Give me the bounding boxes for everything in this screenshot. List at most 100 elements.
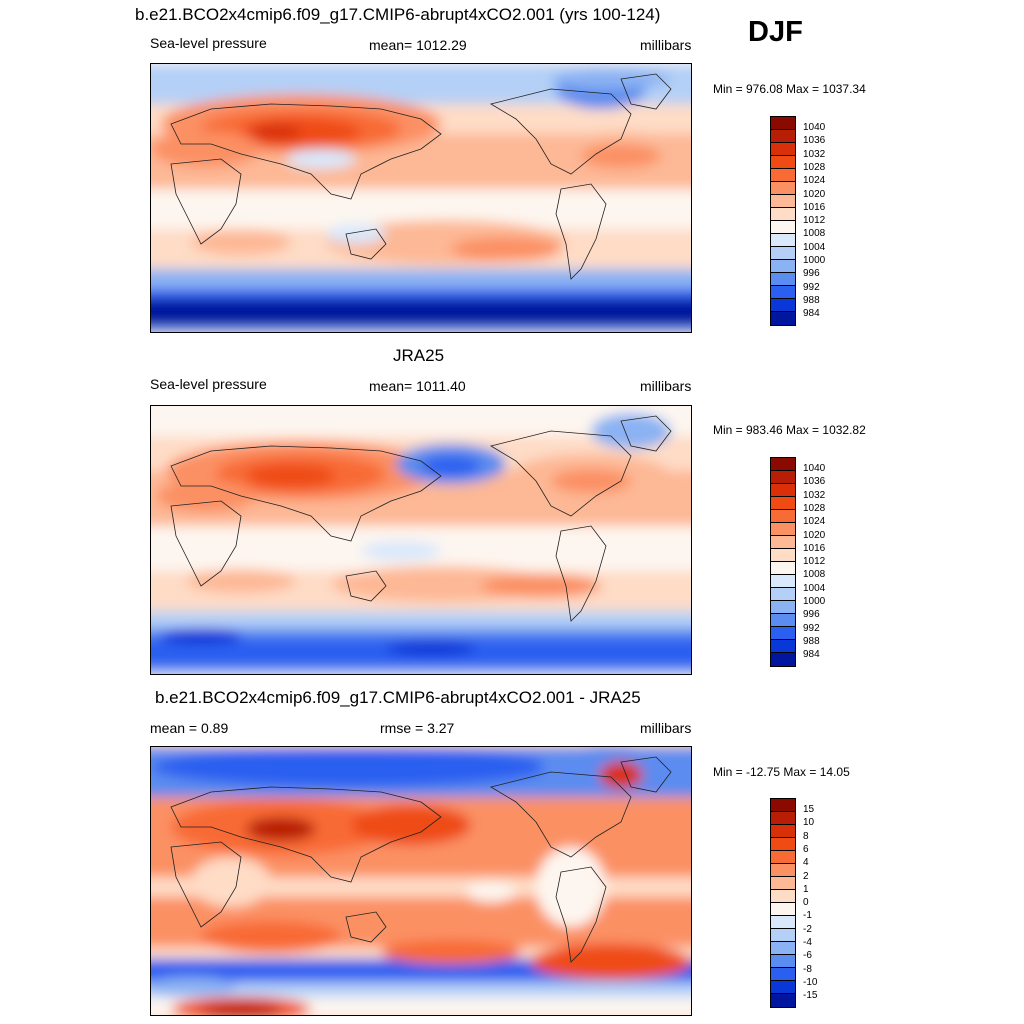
panel-1-minmax: Min = 976.08 Max = 1037.34 xyxy=(713,82,866,96)
panel-2-minmax: Min = 983.46 Max = 1032.82 xyxy=(713,423,866,437)
colorbar-swatch xyxy=(771,117,795,130)
colorbar-swatch xyxy=(771,260,795,273)
colorbar-swatch xyxy=(771,955,795,968)
colorbar-swatch xyxy=(771,182,795,195)
colorbar-label: -10 xyxy=(803,976,818,988)
panel-2-colorbar xyxy=(770,457,796,667)
colorbar-label: 1004 xyxy=(803,241,826,253)
panel-3-rmse-label: rmse = 3.27 xyxy=(380,720,455,736)
colorbar-label: 988 xyxy=(803,635,820,647)
colorbar-swatch xyxy=(771,601,795,614)
panel-1-colorbar xyxy=(770,116,796,326)
colorbar-label: 2 xyxy=(803,870,809,882)
panel-3-mean-label: mean = 0.89 xyxy=(150,720,229,736)
colorbar-label: -8 xyxy=(803,963,812,975)
colorbar-label: -1 xyxy=(803,910,812,922)
colorbar-label: 1000 xyxy=(803,596,826,607)
colorbar-label: -6 xyxy=(803,950,812,962)
colorbar-swatch xyxy=(771,929,795,942)
colorbar-label: 996 xyxy=(803,609,820,621)
colorbar-swatch xyxy=(771,458,795,471)
colorbar-label: 1036 xyxy=(803,135,826,147)
colorbar-label: 1032 xyxy=(803,148,826,160)
colorbar-label: 0 xyxy=(803,897,809,909)
panel-1-title: b.e21.BCO2x4cmip6.f09_g17.CMIP6-abrupt4x… xyxy=(135,5,661,24)
panel-2-units-label: millibars xyxy=(640,378,692,394)
colorbar-swatch xyxy=(771,234,795,247)
colorbar-label: 15 xyxy=(803,804,815,815)
colorbar-swatch xyxy=(771,247,795,260)
colorbar-swatch xyxy=(771,812,795,825)
colorbar-swatch xyxy=(771,588,795,601)
colorbar-label: 1040 xyxy=(803,122,826,133)
colorbar-label: -15 xyxy=(803,990,818,1002)
colorbar-swatch xyxy=(771,208,795,221)
panel-3-map xyxy=(150,746,692,1016)
colorbar-swatch xyxy=(771,640,795,653)
colorbar-label: 1020 xyxy=(803,529,826,541)
colorbar-swatch xyxy=(771,195,795,208)
colorbar-swatch xyxy=(771,653,795,666)
colorbar-label: 1000 xyxy=(803,255,826,266)
colorbar-label: 988 xyxy=(803,294,820,306)
colorbar-swatch xyxy=(771,299,795,312)
colorbar-label: 1008 xyxy=(803,569,826,581)
colorbar-swatch xyxy=(771,799,795,812)
colorbar-label: 1012 xyxy=(803,556,826,568)
colorbar-swatch xyxy=(771,825,795,838)
colorbar-label: 1004 xyxy=(803,582,826,594)
colorbar-label: 1020 xyxy=(803,188,826,200)
colorbar-label: 1 xyxy=(803,883,809,895)
colorbar-swatch xyxy=(771,575,795,588)
colorbar-swatch xyxy=(771,614,795,627)
colorbar-label: 1040 xyxy=(803,463,826,474)
colorbar-swatch xyxy=(771,562,795,575)
colorbar-swatch xyxy=(771,143,795,156)
colorbar-label: 8 xyxy=(803,830,809,842)
colorbar-swatch xyxy=(771,273,795,286)
colorbar-swatch xyxy=(771,838,795,851)
colorbar-label: 4 xyxy=(803,857,809,869)
colorbar-label: 1028 xyxy=(803,502,826,514)
panel-2-title: JRA25 xyxy=(393,346,445,365)
panel-2-variable-label: Sea-level pressure xyxy=(150,376,267,392)
colorbar-swatch xyxy=(771,877,795,890)
panel-3-title: b.e21.BCO2x4cmip6.f09_g17.CMIP6-abrupt4x… xyxy=(155,688,641,707)
colorbar-swatch xyxy=(771,981,795,994)
colorbar-swatch xyxy=(771,497,795,510)
colorbar-label: 992 xyxy=(803,622,820,634)
colorbar-swatch xyxy=(771,994,795,1007)
panel-1-units-label: millibars xyxy=(640,37,692,53)
colorbar-swatch xyxy=(771,510,795,523)
colorbar-swatch xyxy=(771,286,795,299)
colorbar-label: 996 xyxy=(803,268,820,280)
colorbar-swatch xyxy=(771,549,795,562)
colorbar-swatch xyxy=(771,221,795,234)
colorbar-swatch xyxy=(771,484,795,497)
colorbar-swatch xyxy=(771,130,795,143)
panel-1-variable-label: Sea-level pressure xyxy=(150,35,267,51)
colorbar-label: 1024 xyxy=(803,516,826,528)
colorbar-swatch xyxy=(771,916,795,929)
colorbar-swatch xyxy=(771,890,795,903)
panel-3-units-label: millibars xyxy=(640,720,692,736)
colorbar-swatch xyxy=(771,471,795,484)
colorbar-label: 1032 xyxy=(803,489,826,501)
colorbar-label: 1008 xyxy=(803,228,826,240)
colorbar-label: 992 xyxy=(803,281,820,293)
panel-3-colorbar xyxy=(770,798,796,1008)
colorbar-label: -2 xyxy=(803,923,812,935)
colorbar-swatch xyxy=(771,851,795,864)
colorbar-swatch xyxy=(771,169,795,182)
colorbar-label: 984 xyxy=(803,308,820,320)
colorbar-label: 1016 xyxy=(803,542,826,554)
colorbar-label: 1016 xyxy=(803,201,826,213)
panel-3-minmax: Min = -12.75 Max = 14.05 xyxy=(713,765,850,779)
colorbar-label: 6 xyxy=(803,843,809,855)
colorbar-label: 1028 xyxy=(803,161,826,173)
colorbar-swatch xyxy=(771,627,795,640)
colorbar-swatch xyxy=(771,156,795,169)
colorbar-swatch xyxy=(771,968,795,981)
panel-2-mean-label: mean= 1011.40 xyxy=(369,378,466,394)
panel-2-map xyxy=(150,405,692,675)
